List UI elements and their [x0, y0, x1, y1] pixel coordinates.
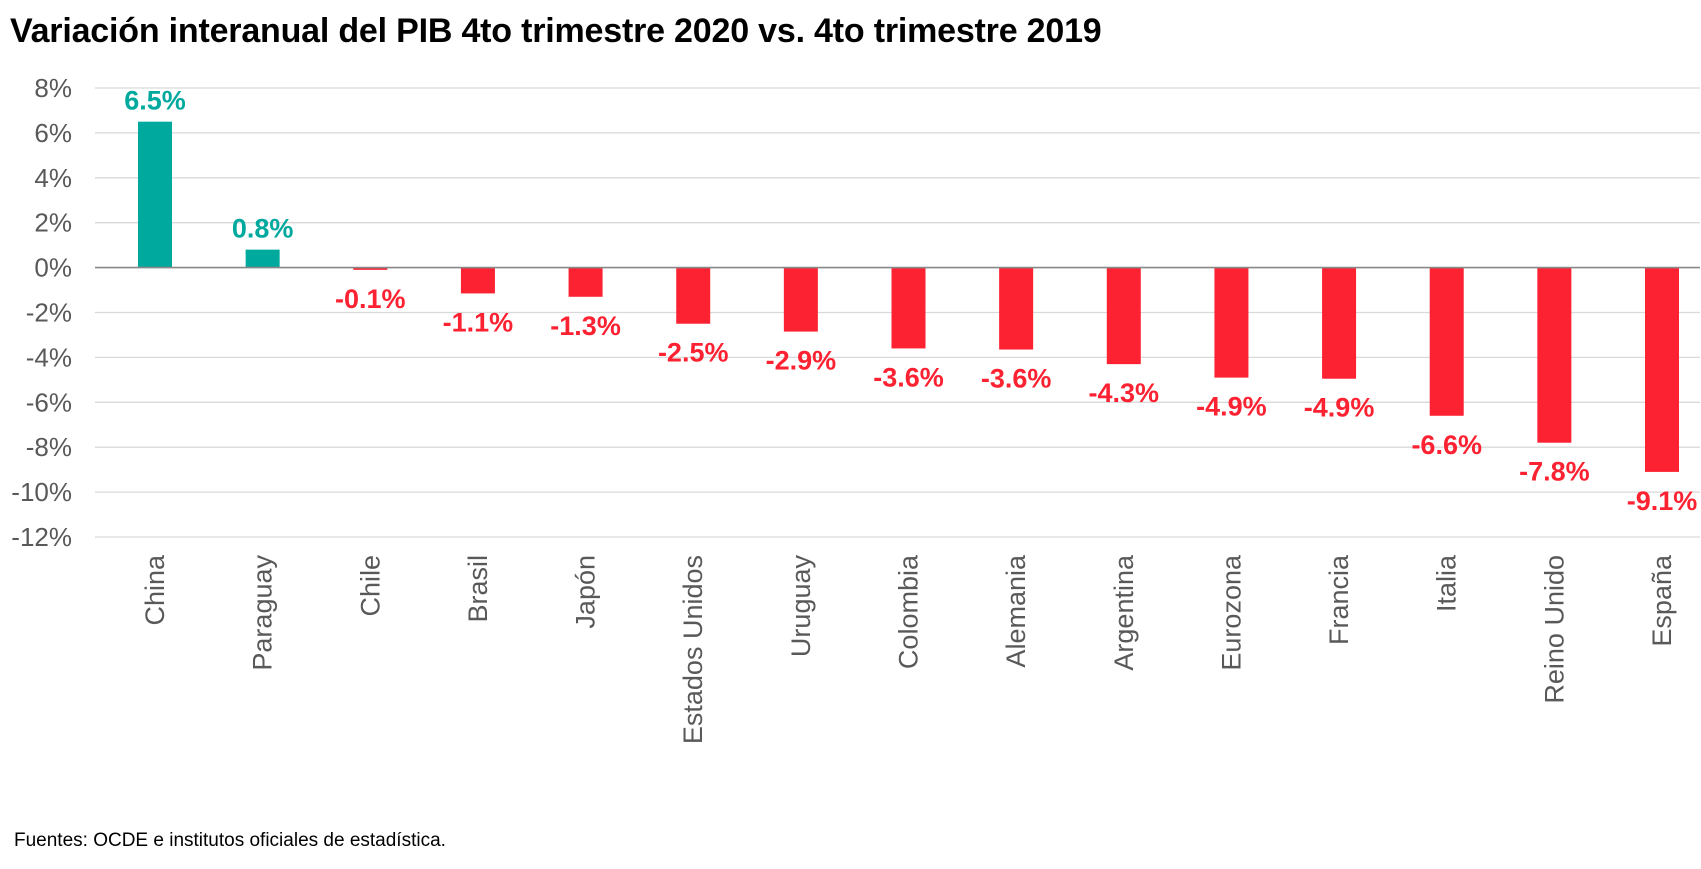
bar-brasil — [460, 267, 495, 294]
bar-eurozona — [1214, 267, 1249, 378]
data-label: -0.1% — [335, 284, 406, 314]
y-tick-label: 0% — [34, 253, 72, 283]
x-category-label: Japón — [571, 555, 601, 629]
bar-paraguay — [245, 249, 280, 268]
data-label: -6.6% — [1411, 430, 1482, 460]
x-category-label: Uruguay — [786, 555, 816, 658]
y-tick-label: 6% — [34, 118, 72, 148]
data-label: -4.9% — [1196, 392, 1267, 422]
x-category-label: Francia — [1324, 554, 1354, 645]
bar-chile — [353, 267, 388, 270]
bar-reino-unido — [1537, 267, 1572, 443]
bar-china — [138, 121, 172, 268]
bar-estados-unidos — [676, 267, 711, 324]
y-axis-ticks: 8% 6% 4% 2% 0% -2% -4% -6% -8% -10% -12% — [11, 73, 72, 552]
bar-japón — [568, 267, 603, 297]
data-label: -3.6% — [981, 364, 1052, 394]
bar-alemania — [999, 267, 1034, 350]
y-tick-label: -4% — [26, 342, 72, 372]
data-label: -1.3% — [550, 311, 621, 341]
y-tick-label: -8% — [26, 432, 72, 462]
data-label: -2.5% — [658, 338, 729, 368]
x-category-label: Italia — [1432, 554, 1462, 612]
data-label: -7.8% — [1519, 457, 1590, 487]
x-category-label: Colombia — [894, 554, 924, 669]
x-category-label: España — [1647, 554, 1677, 647]
x-category-label: Chile — [355, 555, 385, 617]
x-category-label: Eurozona — [1216, 554, 1246, 671]
bar-italia — [1429, 267, 1464, 416]
x-category-label: Reino Unido — [1539, 555, 1569, 704]
x-category-label: Brasil — [463, 555, 493, 623]
data-labels: 6.5% 0.8% -0.1% -1.1% -1.3% -2.5% -2.9% -3.6% -3… — [124, 86, 1697, 516]
y-tick-label: 8% — [34, 73, 72, 103]
data-label: -4.9% — [1304, 393, 1375, 423]
x-category-label: Paraguay — [248, 555, 278, 671]
data-label: 6.5% — [124, 86, 186, 116]
bar-uruguay — [783, 267, 818, 332]
x-axis-categories: China Paraguay Chile Brasil Japón Estados Uni… — [140, 554, 1677, 744]
data-label: -4.3% — [1089, 378, 1160, 408]
bar-colombia — [891, 267, 926, 349]
x-category-label: Alemania — [1001, 554, 1031, 668]
x-category-label: Argentina — [1109, 554, 1139, 671]
data-label: -1.1% — [443, 307, 514, 337]
x-category-label: Estados Unidos — [678, 555, 708, 744]
bar-francia — [1322, 267, 1357, 379]
chart-title: Variación interanual del PIB 4to trimest… — [10, 12, 1102, 50]
y-tick-label: -2% — [26, 298, 72, 328]
y-tick-label: 4% — [34, 163, 72, 193]
bars — [138, 121, 1679, 472]
y-tick-label: -12% — [11, 522, 72, 552]
x-category-label: China — [140, 554, 170, 626]
source-note: Fuentes: OCDE e institutos oficiales de … — [14, 830, 446, 851]
bar-españa — [1645, 267, 1679, 472]
data-label: 0.8% — [232, 214, 294, 244]
y-tick-label: 2% — [34, 208, 72, 238]
data-label: -3.6% — [873, 362, 944, 392]
bar-argentina — [1106, 267, 1141, 365]
data-label: -2.9% — [766, 346, 837, 376]
y-tick-label: -10% — [11, 477, 72, 507]
data-label: -9.1% — [1627, 486, 1698, 516]
y-tick-label: -6% — [26, 387, 72, 417]
